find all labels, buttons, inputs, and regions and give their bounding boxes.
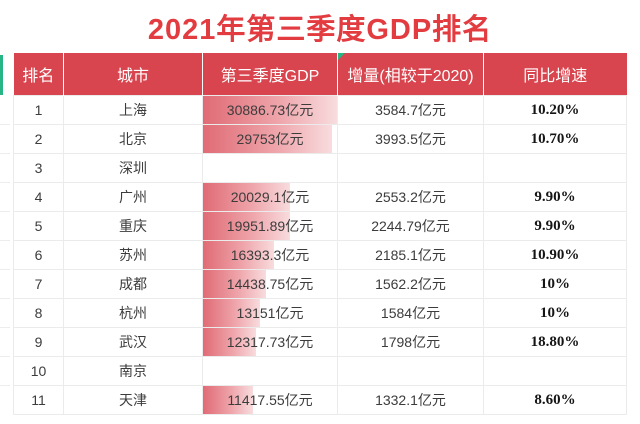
rank-cell: 11	[13, 385, 64, 415]
city-cell: 苏州	[63, 240, 203, 270]
gdp-value-text: 16393.3亿元	[230, 247, 310, 263]
gdp-data-bar	[203, 212, 290, 240]
city-cell: 深圳	[63, 153, 203, 183]
rank-cell: 10	[13, 356, 64, 386]
growth-cell: 8.60%	[483, 385, 627, 415]
growth-cell: 10%	[483, 269, 627, 299]
gdp-cell: 19951.89亿元	[202, 211, 338, 241]
gdp-cell: 12317.73亿元	[202, 327, 338, 357]
gdp-value-text: 20029.1亿元	[230, 189, 310, 205]
increment-cell: 3584.7亿元	[337, 95, 484, 125]
growth-cell: 18.80%	[483, 327, 627, 357]
increment-cell	[337, 356, 484, 386]
increment-cell: 1562.2亿元	[337, 269, 484, 299]
table-row: 8 杭州 13151亿元 1584亿元 10%	[13, 298, 627, 328]
table-header: 排名 城市 第三季度GDP 增量(相较于2020) 同比增速	[13, 53, 627, 96]
gdp-value-text: 12317.73亿元	[226, 334, 314, 350]
rank-cell: 9	[13, 327, 64, 357]
left-cropped-column-remnant	[0, 96, 10, 414]
gdp-cell: 20029.1亿元	[202, 182, 338, 212]
table-row: 6 苏州 16393.3亿元 2185.1亿元 10.90%	[13, 240, 627, 270]
gdp-cell: 14438.75亿元	[202, 269, 338, 299]
header-increment-label: 增量(相较于2020)	[347, 68, 474, 85]
header-row: 排名 城市 第三季度GDP 增量(相较于2020) 同比增速	[13, 53, 627, 96]
table-row: 11 天津 11417.55亿元 1332.1亿元 8.60%	[13, 385, 627, 415]
table-row: 10 南京	[13, 356, 627, 386]
growth-cell: 9.90%	[483, 182, 627, 212]
table-row: 4 广州 20029.1亿元 2553.2亿元 9.90%	[13, 182, 627, 212]
table-row: 5 重庆 19951.89亿元 2244.79亿元 9.90%	[13, 211, 627, 241]
city-cell: 重庆	[63, 211, 203, 241]
increment-cell: 1584亿元	[337, 298, 484, 328]
gdp-data-bar	[203, 241, 275, 269]
gdp-cell: 16393.3亿元	[202, 240, 338, 270]
growth-cell: 9.90%	[483, 211, 627, 241]
gdp-value-text: 13151亿元	[236, 305, 304, 321]
gdp-value-text: 30886.73亿元	[226, 102, 314, 118]
rank-cell: 4	[13, 182, 64, 212]
growth-cell	[483, 356, 627, 386]
city-cell: 成都	[63, 269, 203, 299]
table-row: 2 北京 29753亿元 3993.5亿元 10.70%	[13, 124, 627, 154]
increment-cell	[337, 153, 484, 183]
increment-cell: 1332.1亿元	[337, 385, 484, 415]
gdp-value-text: 29753亿元	[236, 131, 304, 147]
rank-cell: 2	[13, 124, 64, 154]
table-row: 1 上海 30886.73亿元 3584.7亿元 10.20%	[13, 95, 627, 125]
table-row: 3 深圳	[13, 153, 627, 183]
gdp-data-bar	[203, 386, 253, 414]
gdp-value-text: 19951.89亿元	[226, 218, 314, 234]
header-growth: 同比增速	[483, 53, 627, 96]
increment-cell: 2244.79亿元	[337, 211, 484, 241]
header-city: 城市	[63, 53, 203, 96]
city-cell: 北京	[63, 124, 203, 154]
table-body: 1 上海 30886.73亿元 3584.7亿元 10.20% 2 北京 297…	[13, 95, 627, 415]
city-cell: 上海	[63, 95, 203, 125]
gdp-cell: 11417.55亿元	[202, 385, 338, 415]
gdp-cell: 29753亿元	[202, 124, 338, 154]
header-rank: 排名	[13, 53, 64, 96]
growth-cell	[483, 153, 627, 183]
gdp-cell: 13151亿元	[202, 298, 338, 328]
gdp-data-bar	[203, 328, 257, 356]
gdp-data-bar	[203, 183, 290, 211]
rank-cell: 6	[13, 240, 64, 270]
gdp-data-bar	[203, 125, 333, 153]
growth-cell: 10%	[483, 298, 627, 328]
gdp-data-bar	[203, 299, 261, 327]
rank-cell: 3	[13, 153, 64, 183]
rank-cell: 7	[13, 269, 64, 299]
growth-cell: 10.20%	[483, 95, 627, 125]
left-edge-green-strip	[0, 55, 3, 95]
gdp-data-bar	[203, 270, 266, 298]
gdp-cell: 30886.73亿元	[202, 95, 338, 125]
increment-cell: 2185.1亿元	[337, 240, 484, 270]
table-row: 9 武汉 12317.73亿元 1798亿元 18.80%	[13, 327, 627, 357]
green-corner-flag-icon	[338, 53, 345, 60]
header-gdp: 第三季度GDP	[202, 53, 338, 96]
city-cell: 杭州	[63, 298, 203, 328]
rank-cell: 8	[13, 298, 64, 328]
city-cell: 武汉	[63, 327, 203, 357]
city-cell: 天津	[63, 385, 203, 415]
gdp-value-text: 14438.75亿元	[226, 276, 314, 292]
growth-cell: 10.90%	[483, 240, 627, 270]
rank-cell: 5	[13, 211, 64, 241]
rank-cell: 1	[13, 95, 64, 125]
city-cell: 广州	[63, 182, 203, 212]
increment-cell: 1798亿元	[337, 327, 484, 357]
page-title: 2021年第三季度GDP排名	[147, 14, 493, 46]
city-cell: 南京	[63, 356, 203, 386]
table-row: 7 成都 14438.75亿元 1562.2亿元 10%	[13, 269, 627, 299]
gdp-ranking-table: 排名 城市 第三季度GDP 增量(相较于2020) 同比增速 1 上海 3088…	[13, 53, 627, 415]
growth-cell: 10.70%	[483, 124, 627, 154]
gdp-data-bar	[203, 96, 337, 124]
increment-cell: 2553.2亿元	[337, 182, 484, 212]
gdp-cell	[202, 153, 338, 183]
header-increment: 增量(相较于2020)	[337, 53, 484, 96]
gdp-value-text: 11417.55亿元	[227, 392, 313, 408]
increment-cell: 3993.5亿元	[337, 124, 484, 154]
gdp-cell	[202, 356, 338, 386]
